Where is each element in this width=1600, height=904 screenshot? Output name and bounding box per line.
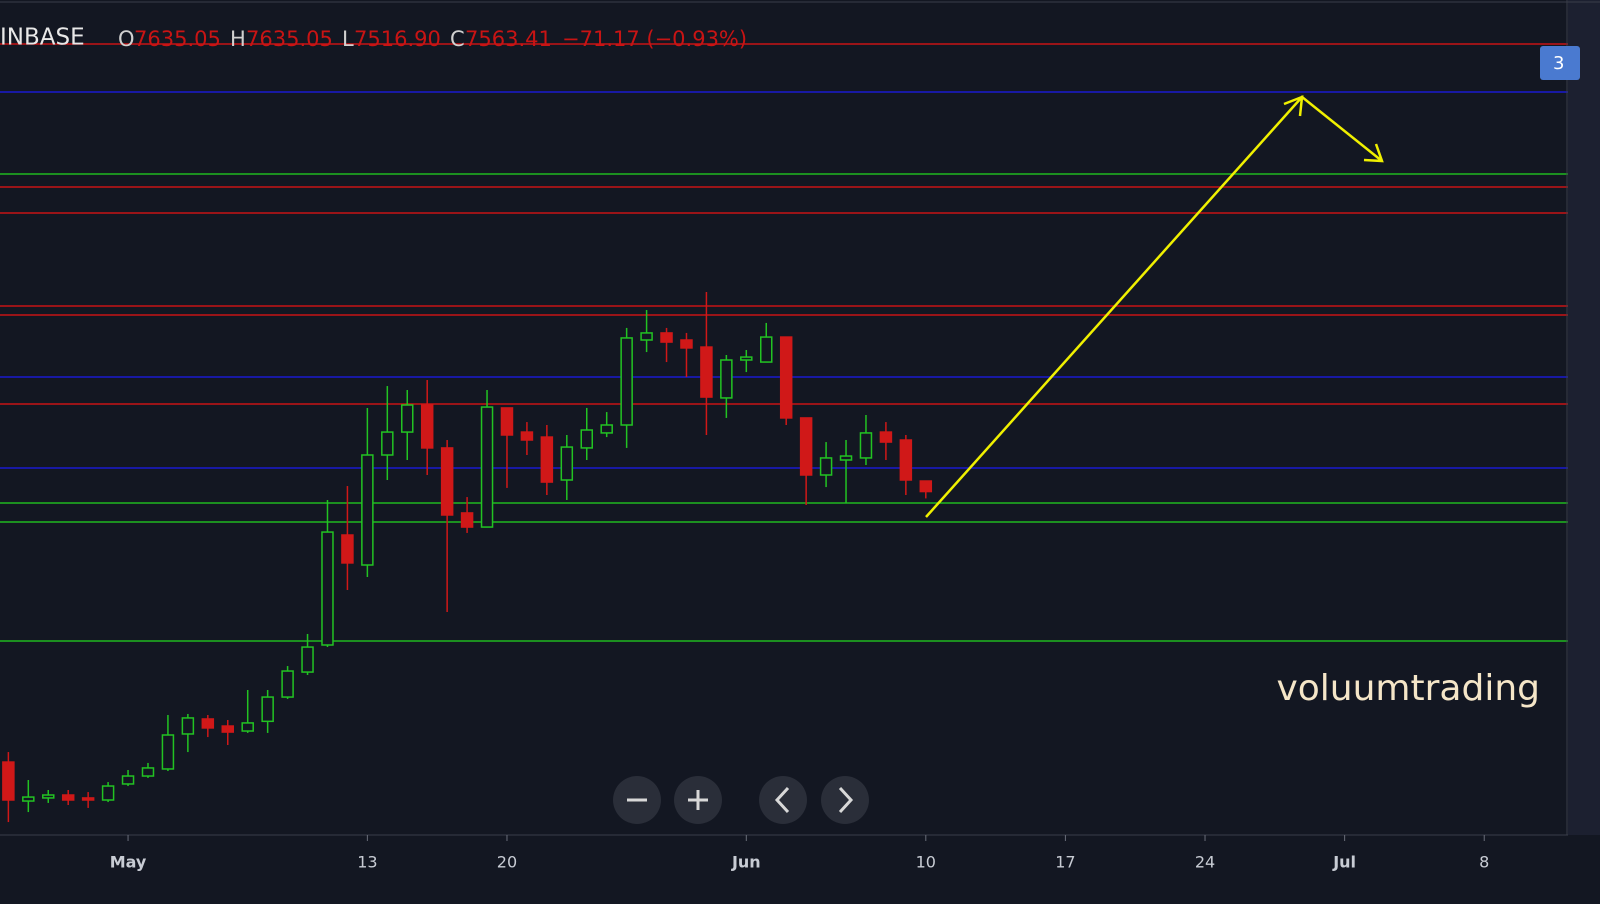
high-label: H xyxy=(230,27,246,51)
open-value: 7635.05 xyxy=(134,27,221,51)
candle-body xyxy=(759,336,773,363)
candle-body xyxy=(660,332,673,343)
candle-body xyxy=(241,722,254,732)
arrow-head xyxy=(1283,95,1304,117)
candles xyxy=(2,292,933,823)
candle-body xyxy=(2,761,15,801)
low-value: 7516.90 xyxy=(354,27,441,51)
candle-body xyxy=(480,406,494,528)
close-value: 7563.41 xyxy=(465,27,552,51)
header: INBASE O 7635.05 H 7635.05 L 7516.90 C 7… xyxy=(0,25,747,52)
candle-body xyxy=(161,734,175,770)
price-badge xyxy=(1540,46,1580,80)
change-value: −71.17 (−0.93%) xyxy=(562,27,747,51)
candle-body xyxy=(460,512,474,528)
x-tick-label: 24 xyxy=(1195,853,1215,872)
candle-body xyxy=(600,424,613,434)
high-value: 7635.05 xyxy=(246,27,333,51)
watermark: voluumtrading xyxy=(1276,668,1540,709)
x-tick-label: 13 xyxy=(357,853,377,872)
candle-body xyxy=(440,447,454,516)
candle-body xyxy=(281,670,294,698)
candle-body xyxy=(181,717,195,735)
candle-body xyxy=(819,457,833,476)
price-badge-text: 3 xyxy=(1553,53,1564,74)
projection-arrow xyxy=(925,95,1384,518)
price-scale xyxy=(1568,0,1600,835)
candle-body xyxy=(580,429,594,449)
candle-body xyxy=(899,439,913,481)
scroll-left-button[interactable] xyxy=(759,776,807,824)
candle-body xyxy=(919,480,933,493)
candle-body xyxy=(61,794,75,801)
candle-body xyxy=(381,431,394,456)
x-tick-label: 10 xyxy=(916,853,936,872)
candle-body xyxy=(121,775,135,785)
open-label: O xyxy=(118,27,135,51)
candle-body xyxy=(620,337,633,426)
candle-body xyxy=(361,454,374,566)
candle-body xyxy=(700,346,713,398)
x-tick-label: 20 xyxy=(497,853,517,872)
candle-body xyxy=(879,431,893,443)
scroll-right-button[interactable] xyxy=(821,776,869,824)
candle-body xyxy=(720,359,733,399)
candle-body xyxy=(799,417,813,476)
candle-body xyxy=(859,432,873,459)
candle-body xyxy=(740,356,753,361)
candle-body xyxy=(839,455,853,461)
candle-body xyxy=(201,718,215,729)
candle-body xyxy=(101,785,115,801)
nav-buttons xyxy=(613,776,869,824)
symbol: INBASE xyxy=(0,25,85,51)
candle-body xyxy=(420,404,434,449)
candle-body xyxy=(401,404,414,433)
close-label: C xyxy=(450,27,465,51)
candle-body xyxy=(81,797,95,801)
candle-body xyxy=(22,796,35,802)
candle-body xyxy=(221,725,235,733)
candle-body xyxy=(141,767,155,777)
candle-body xyxy=(301,646,314,673)
low-label: L xyxy=(342,27,354,51)
candle-body xyxy=(540,436,554,483)
x-tick-label: Jul xyxy=(1332,853,1356,872)
candle-body xyxy=(341,534,354,564)
x-tick-label: 8 xyxy=(1479,853,1489,872)
candle-body xyxy=(779,336,793,419)
x-tick-label: 17 xyxy=(1055,853,1075,872)
candle-body xyxy=(321,531,334,646)
arrow-head xyxy=(1363,143,1384,163)
zoom-out-button[interactable] xyxy=(613,776,661,824)
candle-body xyxy=(42,794,55,799)
candle-body xyxy=(500,407,514,436)
candle-body xyxy=(640,332,653,341)
candle-body xyxy=(680,339,693,349)
zoom-in-button[interactable] xyxy=(674,776,722,824)
candle-body xyxy=(560,446,574,481)
x-axis: May 13 20 Jun 10 17 24 Jul 8 xyxy=(110,835,1489,872)
x-tick-label: May xyxy=(110,853,147,872)
x-tick-label: Jun xyxy=(731,853,761,872)
candle-body xyxy=(520,431,534,441)
candle-body xyxy=(261,696,274,723)
